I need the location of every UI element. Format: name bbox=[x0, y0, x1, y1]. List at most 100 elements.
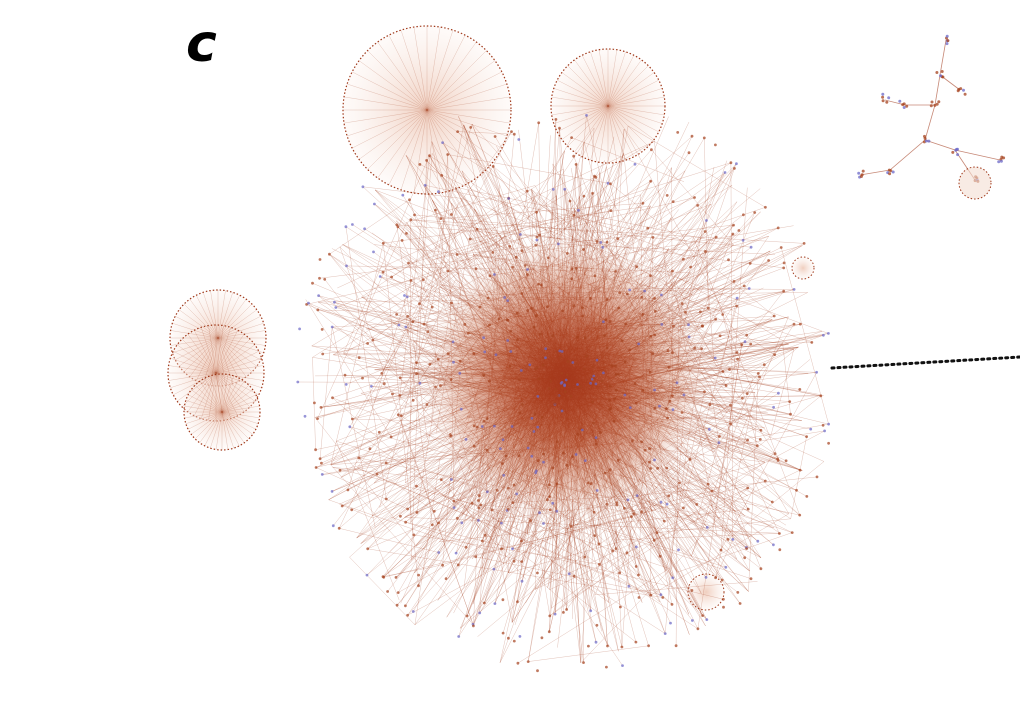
network-node bbox=[670, 394, 674, 398]
network-node bbox=[705, 219, 708, 222]
network-node bbox=[494, 353, 498, 357]
network-node bbox=[517, 454, 521, 458]
network-node bbox=[501, 598, 505, 602]
network-node bbox=[635, 265, 639, 268]
network-node bbox=[594, 382, 598, 386]
network-node bbox=[637, 596, 641, 599]
network-node bbox=[418, 302, 421, 306]
network-node bbox=[579, 385, 583, 388]
network-node bbox=[425, 159, 428, 162]
network-node bbox=[608, 468, 612, 471]
network-node bbox=[805, 435, 808, 438]
network-node bbox=[581, 306, 584, 309]
satellite-node bbox=[857, 171, 861, 175]
network-node bbox=[337, 526, 341, 530]
network-node bbox=[676, 131, 680, 134]
network-node bbox=[394, 576, 398, 579]
network-node bbox=[425, 403, 429, 406]
satellite-node bbox=[905, 104, 909, 108]
network-node bbox=[558, 349, 562, 353]
network-node bbox=[477, 506, 481, 510]
network-node bbox=[671, 200, 675, 204]
network-node bbox=[749, 577, 753, 581]
network-node bbox=[655, 531, 659, 535]
network-node bbox=[558, 356, 562, 359]
network-node bbox=[593, 174, 596, 178]
network-node bbox=[585, 354, 588, 358]
network-node bbox=[779, 246, 783, 249]
network-node bbox=[566, 252, 569, 255]
network-node bbox=[439, 217, 443, 221]
network-node bbox=[350, 508, 354, 512]
network-node bbox=[747, 287, 751, 290]
network-node bbox=[741, 396, 744, 400]
network-node bbox=[321, 352, 325, 356]
network-node bbox=[404, 604, 407, 608]
network-node bbox=[736, 357, 739, 361]
network-node bbox=[482, 373, 486, 377]
network-node bbox=[434, 385, 437, 389]
network-node bbox=[542, 460, 545, 464]
network-node bbox=[614, 364, 617, 368]
network-node bbox=[509, 350, 513, 353]
network-node bbox=[614, 270, 617, 273]
network-node bbox=[345, 264, 348, 268]
network-node bbox=[776, 226, 780, 230]
network-node bbox=[547, 630, 551, 634]
network-node bbox=[631, 439, 634, 443]
satellite-node bbox=[901, 103, 905, 107]
network-node bbox=[397, 323, 401, 327]
network-node bbox=[714, 576, 717, 580]
satellite-node bbox=[940, 70, 944, 73]
network-node bbox=[658, 404, 661, 408]
network-node bbox=[455, 516, 459, 520]
network-node bbox=[565, 463, 569, 467]
network-node bbox=[399, 414, 403, 418]
network-node bbox=[626, 498, 630, 502]
satellite-node bbox=[902, 106, 906, 109]
network-node bbox=[437, 521, 440, 525]
network-node bbox=[650, 148, 653, 152]
network-node bbox=[381, 241, 385, 245]
network-node bbox=[732, 280, 736, 283]
network-node bbox=[591, 365, 595, 369]
network-node bbox=[492, 567, 496, 571]
network-node bbox=[746, 486, 750, 490]
network-node bbox=[535, 235, 539, 239]
network-node bbox=[749, 342, 753, 346]
network-node bbox=[696, 204, 699, 207]
network-node bbox=[469, 126, 473, 129]
network-node bbox=[363, 227, 366, 231]
network-node bbox=[449, 434, 453, 438]
network-node bbox=[656, 466, 659, 470]
satellite-node bbox=[930, 100, 934, 104]
network-node bbox=[798, 388, 802, 391]
network-node bbox=[728, 368, 731, 371]
network-node bbox=[460, 521, 464, 525]
network-node bbox=[571, 455, 574, 458]
network-node bbox=[536, 669, 539, 673]
satellite-node bbox=[888, 172, 892, 176]
network-node bbox=[405, 232, 408, 235]
network-node bbox=[627, 584, 631, 588]
network-node bbox=[587, 644, 590, 648]
network-node bbox=[511, 547, 514, 551]
network-node bbox=[441, 141, 444, 145]
satellite-node bbox=[859, 175, 863, 178]
network-node bbox=[409, 218, 413, 222]
network-node bbox=[512, 559, 516, 563]
network-node bbox=[690, 589, 694, 592]
network-node bbox=[548, 495, 551, 498]
network-node bbox=[630, 515, 633, 519]
network-node bbox=[776, 459, 780, 462]
network-node bbox=[674, 644, 678, 648]
network-node bbox=[516, 661, 520, 665]
network-node bbox=[516, 600, 519, 604]
network-node bbox=[618, 571, 622, 575]
network-node bbox=[621, 664, 624, 667]
network-node bbox=[706, 482, 710, 486]
network-node bbox=[759, 567, 763, 571]
network-node bbox=[530, 454, 534, 458]
network-node bbox=[328, 252, 331, 256]
hub-spokes-3 bbox=[168, 325, 264, 421]
